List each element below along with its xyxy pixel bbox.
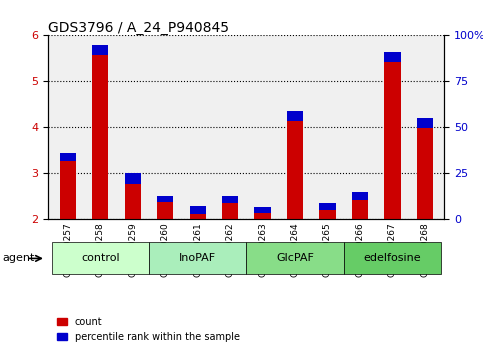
Bar	[417, 118, 433, 129]
Bar	[384, 51, 400, 219]
Bar	[319, 203, 336, 210]
Bar	[352, 192, 368, 200]
Text: InoPAF: InoPAF	[179, 253, 216, 263]
Bar	[60, 153, 76, 219]
Text: edelfosine: edelfosine	[364, 253, 421, 263]
Text: agent: agent	[2, 253, 35, 263]
FancyBboxPatch shape	[149, 242, 246, 274]
FancyBboxPatch shape	[344, 242, 441, 274]
FancyBboxPatch shape	[246, 242, 344, 274]
Bar	[417, 118, 433, 219]
Bar	[125, 173, 141, 184]
Bar	[352, 192, 368, 219]
Bar	[222, 196, 238, 203]
Bar	[384, 51, 400, 62]
Text: control: control	[81, 253, 120, 263]
Bar	[222, 196, 238, 219]
Bar	[157, 196, 173, 219]
FancyBboxPatch shape	[52, 242, 149, 274]
Text: GDS3796 / A_24_P940845: GDS3796 / A_24_P940845	[48, 21, 229, 35]
Bar	[287, 112, 303, 121]
Bar	[255, 207, 270, 213]
Bar	[319, 203, 336, 219]
Legend: count, percentile rank within the sample: count, percentile rank within the sample	[53, 313, 243, 346]
Bar	[92, 45, 108, 55]
Bar	[255, 207, 270, 219]
Bar	[157, 196, 173, 202]
Text: GlcPAF: GlcPAF	[276, 253, 314, 263]
Bar	[92, 45, 108, 219]
Bar	[189, 206, 206, 214]
Bar	[60, 153, 76, 161]
Bar	[287, 111, 303, 219]
Bar	[189, 206, 206, 219]
Bar	[125, 173, 141, 219]
